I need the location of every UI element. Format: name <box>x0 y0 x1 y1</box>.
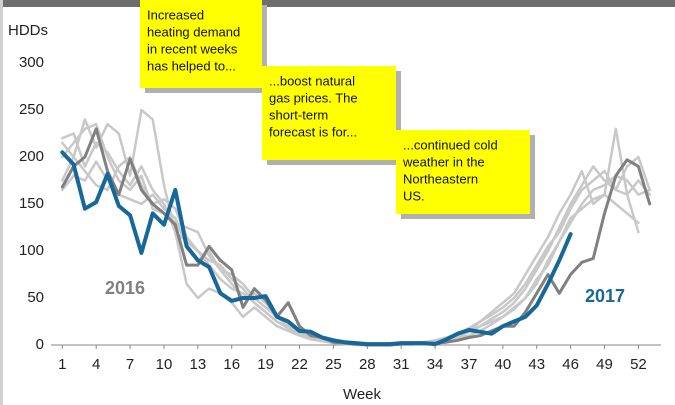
x-tick-label: 43 <box>528 356 545 373</box>
series-label: 2017 <box>585 286 625 306</box>
x-tick-label: 28 <box>359 356 376 373</box>
annotation-box <box>140 0 262 88</box>
x-tick-label: 1 <box>58 356 66 373</box>
x-tick-label: 25 <box>325 356 342 373</box>
annotation-text: ...boost natural <box>269 73 355 88</box>
x-tick-label: 31 <box>393 356 410 373</box>
y-tick-label: 0 <box>36 336 44 353</box>
series-line <box>60 150 573 347</box>
x-axis-label: Week <box>343 386 382 403</box>
y-tick-label: 250 <box>19 101 44 118</box>
x-tick-label: 22 <box>291 356 308 373</box>
x-tick-label: 19 <box>257 356 274 373</box>
y-tick-label: 50 <box>27 289 44 306</box>
series-label: 2016 <box>105 278 145 298</box>
x-tick-label: 34 <box>427 356 444 373</box>
y-tick-label: 200 <box>19 148 44 165</box>
annotation-text: ...continued cold <box>403 137 498 152</box>
annotation-text: short-term <box>269 107 328 122</box>
y-tick-label: 100 <box>19 242 44 259</box>
x-tick-label: 13 <box>190 356 207 373</box>
annotation-text: US. <box>403 188 425 203</box>
annotation-box <box>262 66 396 160</box>
x-tick-label: 10 <box>156 356 173 373</box>
x-tick-label: 7 <box>126 356 134 373</box>
annotation-text: has helped to... <box>147 58 236 73</box>
annotation-text: in recent weeks <box>147 41 238 56</box>
y-tick-label: 150 <box>19 195 44 212</box>
x-tick-label: 46 <box>562 356 579 373</box>
y-tick-label: 300 <box>19 54 44 71</box>
x-tick-label: 16 <box>223 356 240 373</box>
annotation-text: Northeastern <box>403 171 478 186</box>
y-axis-label: HDDs <box>8 22 48 39</box>
x-tick-label: 4 <box>92 356 100 373</box>
annotation-text: forecast is for... <box>269 124 357 139</box>
left-border <box>0 0 3 405</box>
top-bar <box>0 0 675 7</box>
x-tick-label: 40 <box>495 356 512 373</box>
x-tick-label: 49 <box>596 356 613 373</box>
annotation-box <box>396 130 530 214</box>
annotation-text: heating demand <box>147 24 240 39</box>
x-tick-label: 37 <box>461 356 478 373</box>
x-tick-label: 52 <box>630 356 647 373</box>
annotation-text: Increased <box>147 7 204 22</box>
annotation-text: gas prices. The <box>269 90 358 105</box>
annotation-text: weather in the <box>402 154 485 169</box>
